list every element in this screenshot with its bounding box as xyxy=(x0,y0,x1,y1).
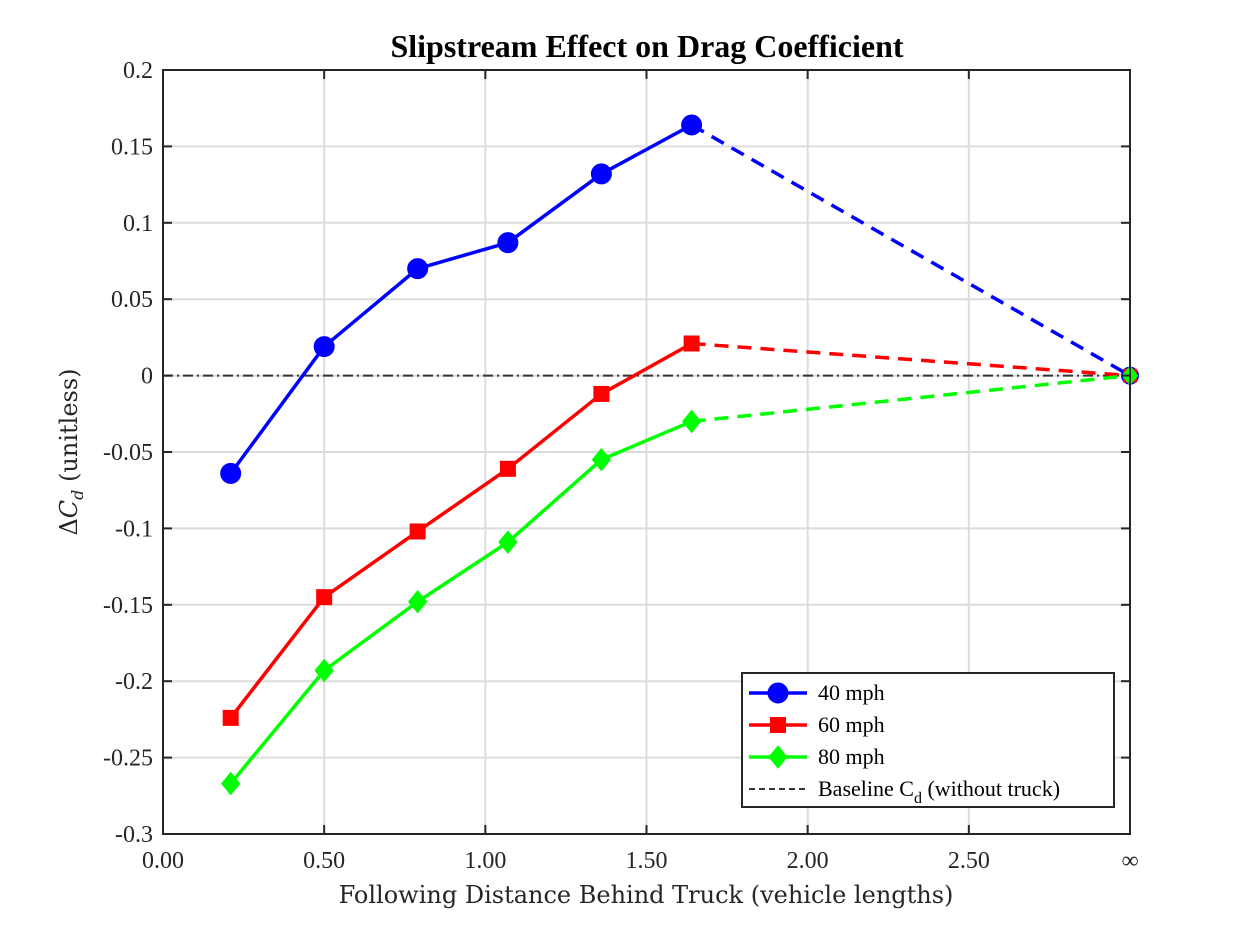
series-extension-line xyxy=(690,123,1131,378)
data-point-marker xyxy=(683,335,700,352)
data-point-marker xyxy=(593,385,610,402)
y-axis-label-sub: d xyxy=(68,490,87,500)
data-point-marker xyxy=(313,336,335,358)
legend-box xyxy=(741,672,1115,808)
series-group xyxy=(220,114,1139,796)
legend-baseline-rest: (without truck) xyxy=(922,776,1060,801)
x-tick-label: 0.00 xyxy=(142,848,184,874)
data-point-marker xyxy=(681,409,702,434)
legend-items: 40 mph 60 mph 80 mph xyxy=(749,680,885,769)
legend: 40 mph 60 mph 80 mph Baseline Cd (without … xyxy=(741,672,1115,808)
y-tick-label: -0.05 xyxy=(103,440,153,466)
x-axis-label: Following Distance Behind Truck (vehicle… xyxy=(339,881,954,909)
data-point-marker xyxy=(220,462,242,484)
x-tick-label: 2.00 xyxy=(787,848,829,874)
y-tick-label: 0.1 xyxy=(123,211,153,237)
data-point-marker xyxy=(409,523,426,540)
legend-swatch-marker xyxy=(767,682,789,704)
y-axis-label-rest: (unitless) xyxy=(55,368,83,489)
series-80-mph xyxy=(221,373,1131,796)
y-tick-label: -0.15 xyxy=(103,593,153,619)
data-point-marker xyxy=(221,771,241,796)
legend-label-baseline: Baseline Cd (without truck) xyxy=(818,776,1060,807)
series-line xyxy=(229,123,693,475)
y-tick-label: 0.15 xyxy=(111,134,153,160)
series-line xyxy=(229,341,693,719)
legend-swatch-marker xyxy=(770,717,786,733)
legend-baseline-main: Baseline C xyxy=(818,776,914,801)
data-point-marker xyxy=(499,460,516,477)
series-line xyxy=(229,419,693,785)
series-extension-line xyxy=(691,373,1131,424)
y-tick-label: 0 xyxy=(141,364,153,390)
data-point-marker xyxy=(498,530,518,554)
legend-label: 60 mph xyxy=(818,712,885,737)
data-point-marker xyxy=(591,447,612,472)
data-point-marker xyxy=(590,163,612,185)
legend-label: 40 mph xyxy=(818,680,885,705)
data-point-marker xyxy=(407,258,429,280)
legend-baseline-sub: d xyxy=(914,790,922,807)
legend-swatch-marker xyxy=(768,745,788,769)
y-axis-label-delta: Δ xyxy=(55,518,83,535)
data-point-marker xyxy=(681,114,703,136)
chart-title: Slipstream Effect on Drag Coefficient xyxy=(390,28,903,64)
series-60-mph xyxy=(222,335,1131,726)
y-tick-label: 0.2 xyxy=(123,58,153,84)
ticks: 0.00 0.50 1.00 1.50 2.00 2.50 ∞ 0.2 0.15 0.1 0.05 0… xyxy=(103,58,1139,874)
x-tick-label: 0.50 xyxy=(303,848,345,874)
legend-label: 80 mph xyxy=(818,744,885,769)
data-point-marker xyxy=(222,709,239,726)
y-axis-label-c: C xyxy=(55,500,83,518)
data-point-marker xyxy=(497,232,519,254)
x-tick-label: 1.50 xyxy=(626,848,668,874)
data-point-marker xyxy=(316,589,333,606)
y-tick-label: -0.3 xyxy=(115,822,153,848)
y-tick-label: -0.1 xyxy=(115,516,153,542)
series-extension-line xyxy=(691,341,1131,378)
data-point-marker xyxy=(314,658,334,683)
series-40-mph xyxy=(220,114,1131,484)
x-tick-label: 1.00 xyxy=(464,848,506,874)
data-point-marker xyxy=(407,589,428,614)
y-tick-label: -0.25 xyxy=(103,746,153,772)
y-tick-label: -0.2 xyxy=(115,669,153,695)
x-tick-label: 2.50 xyxy=(948,848,990,874)
x-tick-label: ∞ xyxy=(1121,848,1138,874)
y-axis-label: ΔCd (unitless) xyxy=(55,368,87,535)
y-tick-label: 0.05 xyxy=(111,287,153,313)
